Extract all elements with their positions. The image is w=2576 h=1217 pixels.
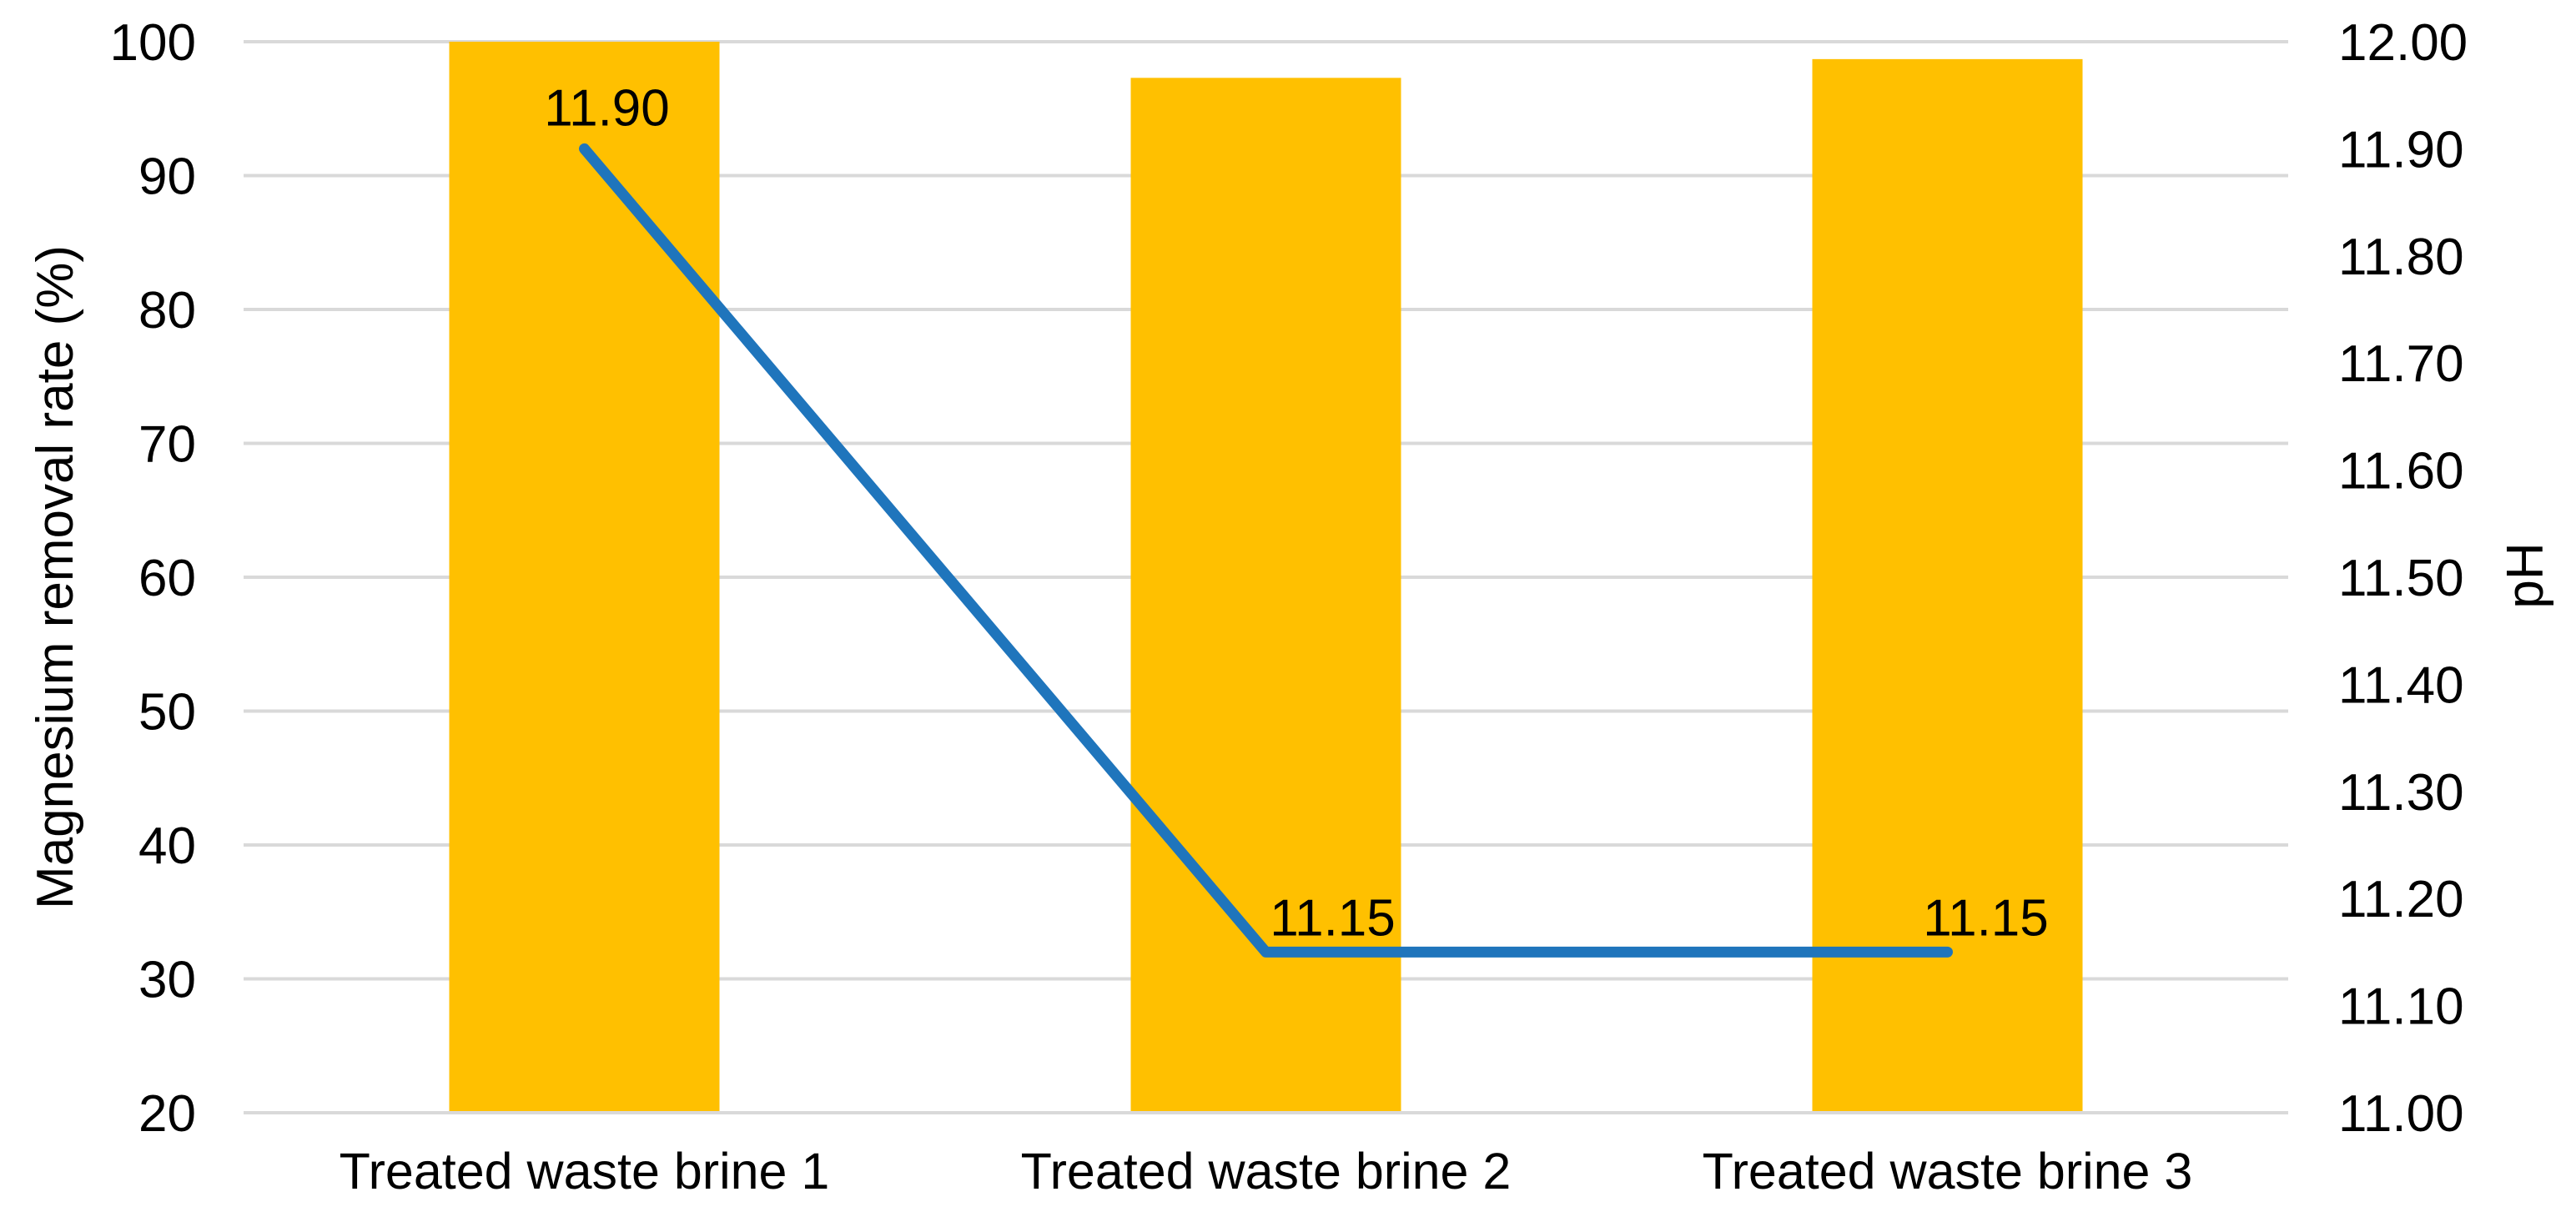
data-labels-group: 11.90 11.15 11.15: [544, 79, 2049, 947]
right-axis-tick-label: 11.90: [2338, 121, 2464, 179]
category-label: Treated waste brine 2: [1021, 1143, 1512, 1199]
right-axis-ticks-group: 11.00 11.10 11.20 11.30 11.40 11.50 11.60 11.70…: [2338, 14, 2468, 1143]
line-series-group: [579, 143, 1953, 958]
right-axis-tick-label: 11.00: [2338, 1085, 2464, 1143]
ph-data-label: 11.90: [544, 79, 670, 137]
left-axis-tick-label: 100: [110, 14, 196, 72]
category-label: Treated waste brine 1: [340, 1143, 830, 1199]
right-axis-tick-label: 11.50: [2338, 550, 2464, 607]
left-axis-tick-label: 20: [138, 1085, 196, 1143]
left-axis-tick-label: 70: [138, 416, 196, 474]
bar-3: [1812, 58, 2083, 1112]
category-label: Treated waste brine 3: [1703, 1143, 2193, 1199]
left-axis-tick-label: 50: [138, 684, 196, 742]
ph-data-label: 11.15: [1270, 889, 1396, 947]
left-axis-ticks-group: 20 30 40 50 60 70 80 90 100: [110, 14, 196, 1143]
left-axis-tick-label: 80: [138, 282, 196, 339]
left-axis-tick-label: 30: [138, 952, 196, 1009]
right-axis-title: pH: [2497, 542, 2554, 608]
right-axis-tick-label: 11.70: [2338, 335, 2464, 393]
right-axis-tick-label: 11.20: [2338, 871, 2464, 928]
right-axis-tick-label: 12.00: [2338, 14, 2468, 72]
right-axis-tick-label: 11.10: [2338, 978, 2464, 1036]
bar-1: [449, 42, 720, 1111]
ph-data-label: 11.15: [1923, 889, 2049, 947]
right-axis-tick-label: 11.40: [2338, 656, 2464, 714]
left-axis-tick-label: 90: [138, 148, 196, 206]
bar-2: [1130, 78, 1401, 1112]
category-axis-labels-group: Treated waste brine 1 Treated waste brine…: [340, 1143, 2193, 1199]
right-axis-tick-label: 11.60: [2338, 443, 2464, 500]
left-axis-title: Magnesium removal rate (%): [27, 245, 84, 909]
ph-line: [579, 143, 1953, 958]
left-axis-tick-label: 60: [138, 550, 196, 607]
right-axis-tick-label: 11.30: [2338, 764, 2464, 822]
bar-series-group: [449, 42, 2083, 1112]
left-axis-tick-label: 40: [138, 817, 196, 875]
right-axis-tick-label: 11.80: [2338, 229, 2464, 286]
